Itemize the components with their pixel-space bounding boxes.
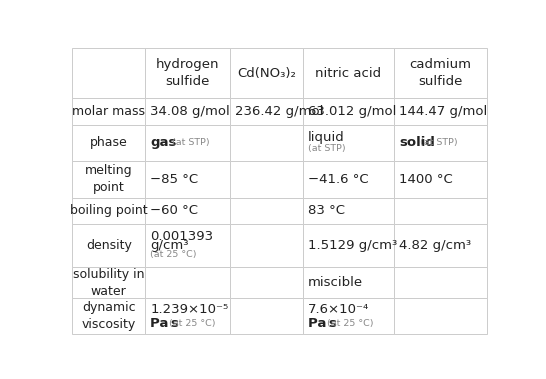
- Bar: [145, 267, 230, 299]
- Bar: [302, 198, 394, 224]
- Text: (at STP): (at STP): [308, 144, 345, 153]
- Bar: [145, 98, 230, 125]
- Text: liquid: liquid: [308, 131, 345, 144]
- Text: 4.82 g/cm³: 4.82 g/cm³: [399, 239, 471, 252]
- Bar: [73, 299, 145, 334]
- Text: (at STP): (at STP): [169, 138, 210, 147]
- Text: solid: solid: [399, 136, 435, 149]
- Text: solubility in
water: solubility in water: [73, 268, 145, 298]
- Bar: [230, 198, 302, 224]
- Text: 7.6×10⁻⁴: 7.6×10⁻⁴: [308, 303, 369, 316]
- Bar: [73, 267, 145, 299]
- Bar: [145, 224, 230, 267]
- Text: miscible: miscible: [308, 276, 363, 289]
- Text: phase: phase: [90, 136, 128, 149]
- Text: melting
point: melting point: [85, 164, 133, 194]
- Text: 1.5129 g/cm³: 1.5129 g/cm³: [308, 239, 397, 252]
- Text: 236.42 g/mol: 236.42 g/mol: [235, 105, 324, 117]
- Bar: [230, 267, 302, 299]
- Bar: [302, 161, 394, 198]
- Bar: [394, 299, 487, 334]
- Text: Cd(NO₃)₂: Cd(NO₃)₂: [237, 67, 296, 80]
- Bar: [302, 125, 394, 161]
- Text: (at STP): (at STP): [417, 138, 458, 147]
- Bar: [73, 224, 145, 267]
- Bar: [73, 125, 145, 161]
- Text: 0.001393: 0.001393: [150, 230, 213, 243]
- Bar: [394, 161, 487, 198]
- Text: Pa s: Pa s: [150, 317, 179, 330]
- Text: (at 25 °C): (at 25 °C): [150, 249, 197, 258]
- Bar: [394, 198, 487, 224]
- Bar: [230, 224, 302, 267]
- Bar: [145, 125, 230, 161]
- Bar: [230, 161, 302, 198]
- Text: gas: gas: [150, 136, 176, 149]
- Bar: [145, 49, 230, 98]
- Text: dynamic
viscosity: dynamic viscosity: [82, 301, 136, 332]
- Text: −41.6 °C: −41.6 °C: [308, 173, 369, 186]
- Bar: [145, 198, 230, 224]
- Text: (at 25 °C): (at 25 °C): [166, 319, 216, 328]
- Text: cadmium
sulfide: cadmium sulfide: [410, 58, 472, 88]
- Bar: [394, 224, 487, 267]
- Text: −85 °C: −85 °C: [150, 173, 198, 186]
- Bar: [394, 125, 487, 161]
- Bar: [230, 125, 302, 161]
- Text: −60 °C: −60 °C: [150, 204, 198, 217]
- Bar: [302, 299, 394, 334]
- Bar: [302, 224, 394, 267]
- Text: g/cm³: g/cm³: [150, 239, 188, 252]
- Text: 144.47 g/mol: 144.47 g/mol: [399, 105, 487, 117]
- Bar: [73, 98, 145, 125]
- Bar: [302, 267, 394, 299]
- Bar: [73, 49, 145, 98]
- Bar: [394, 98, 487, 125]
- Bar: [230, 299, 302, 334]
- Text: nitric acid: nitric acid: [315, 67, 381, 80]
- Bar: [145, 299, 230, 334]
- Bar: [394, 267, 487, 299]
- Text: (at 25 °C): (at 25 °C): [324, 319, 373, 328]
- Text: 1.239×10⁻⁵: 1.239×10⁻⁵: [150, 303, 228, 316]
- Text: 83 °C: 83 °C: [308, 204, 345, 217]
- Text: 34.08 g/mol: 34.08 g/mol: [150, 105, 230, 117]
- Text: hydrogen
sulfide: hydrogen sulfide: [156, 58, 219, 88]
- Bar: [145, 161, 230, 198]
- Text: Pa s: Pa s: [308, 317, 336, 330]
- Bar: [302, 49, 394, 98]
- Text: 1400 °C: 1400 °C: [399, 173, 453, 186]
- Bar: [73, 198, 145, 224]
- Text: molar mass: molar mass: [72, 105, 145, 117]
- Bar: [73, 161, 145, 198]
- Text: boiling point: boiling point: [70, 204, 147, 217]
- Bar: [230, 49, 302, 98]
- Text: density: density: [86, 239, 132, 252]
- Bar: [394, 49, 487, 98]
- Text: 63.012 g/mol: 63.012 g/mol: [308, 105, 396, 117]
- Bar: [230, 98, 302, 125]
- Bar: [302, 98, 394, 125]
